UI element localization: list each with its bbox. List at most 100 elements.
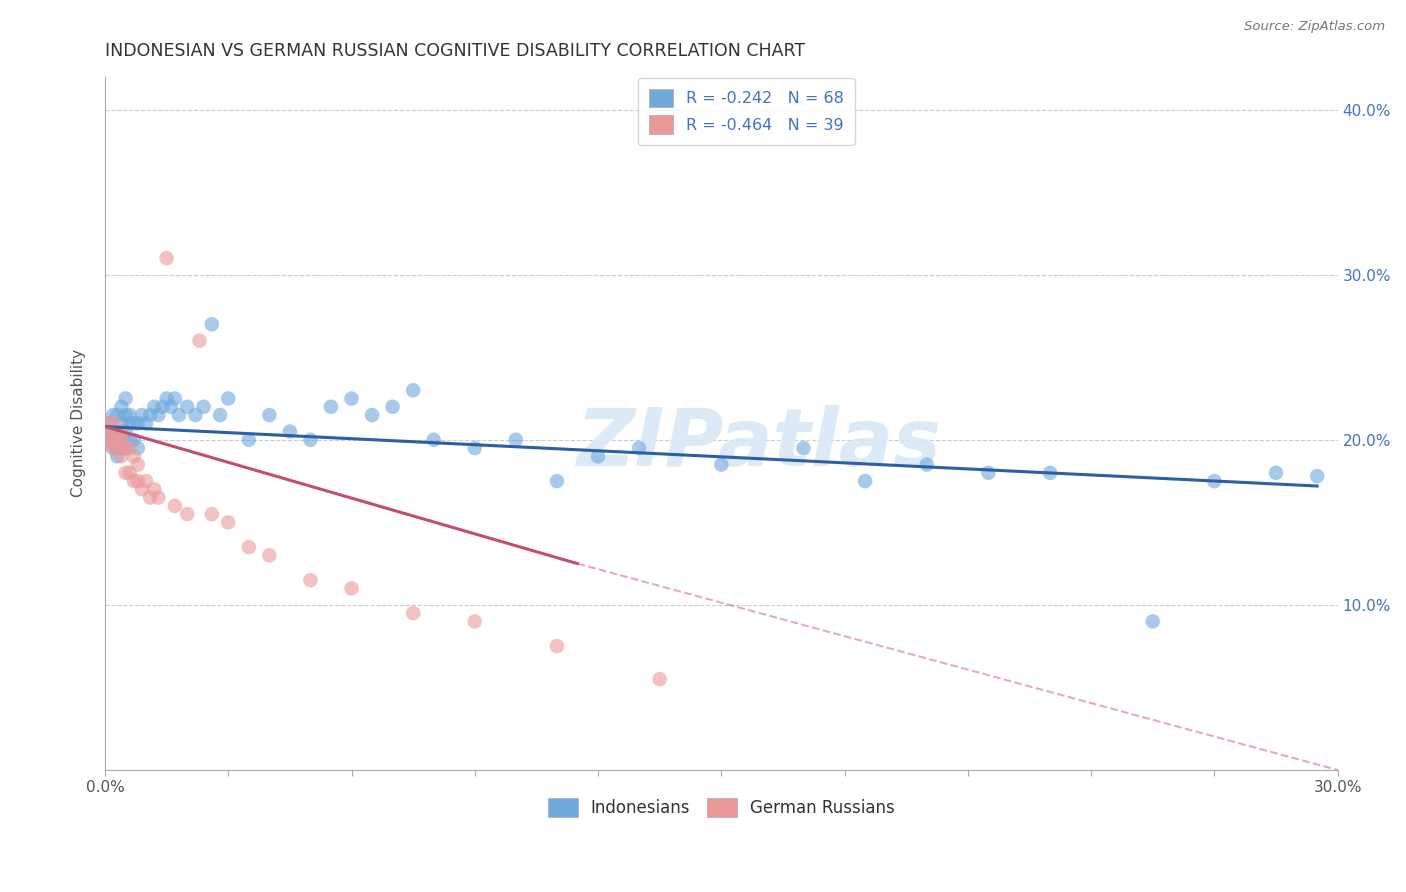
Point bbox=[361, 408, 384, 422]
Point bbox=[1142, 615, 1164, 629]
Point bbox=[105, 441, 128, 455]
Point bbox=[122, 417, 145, 431]
Point bbox=[184, 408, 207, 422]
Point bbox=[118, 466, 141, 480]
Point bbox=[208, 408, 231, 422]
Point bbox=[1204, 474, 1226, 488]
Point bbox=[148, 408, 170, 422]
Y-axis label: Cognitive Disability: Cognitive Disability bbox=[72, 350, 86, 498]
Point bbox=[98, 433, 121, 447]
Point bbox=[163, 499, 186, 513]
Point bbox=[98, 433, 121, 447]
Point bbox=[977, 466, 1000, 480]
Point bbox=[1039, 466, 1062, 480]
Point bbox=[135, 474, 157, 488]
Point bbox=[118, 408, 141, 422]
Point bbox=[381, 400, 404, 414]
Point bbox=[114, 466, 136, 480]
Point bbox=[586, 450, 609, 464]
Point bbox=[143, 483, 166, 497]
Point bbox=[217, 516, 239, 530]
Point bbox=[139, 491, 162, 505]
Point bbox=[105, 433, 128, 447]
Point bbox=[105, 408, 128, 422]
Point bbox=[259, 408, 281, 422]
Point bbox=[188, 334, 211, 348]
Point bbox=[118, 441, 141, 455]
Point bbox=[122, 433, 145, 447]
Point bbox=[167, 408, 190, 422]
Point bbox=[299, 573, 322, 587]
Point bbox=[201, 507, 224, 521]
Point bbox=[299, 433, 322, 447]
Point bbox=[103, 408, 125, 422]
Point bbox=[114, 425, 136, 439]
Point bbox=[110, 400, 132, 414]
Point bbox=[114, 392, 136, 406]
Point bbox=[402, 606, 425, 620]
Point bbox=[114, 441, 136, 455]
Point bbox=[148, 491, 170, 505]
Point bbox=[110, 450, 132, 464]
Point bbox=[546, 639, 568, 653]
Text: Source: ZipAtlas.com: Source: ZipAtlas.com bbox=[1244, 20, 1385, 33]
Point bbox=[143, 400, 166, 414]
Point bbox=[853, 474, 876, 488]
Point bbox=[103, 417, 125, 431]
Point bbox=[238, 433, 260, 447]
Point bbox=[319, 400, 342, 414]
Point bbox=[103, 433, 125, 447]
Point bbox=[103, 441, 125, 455]
Point bbox=[122, 450, 145, 464]
Point bbox=[105, 450, 128, 464]
Point bbox=[127, 441, 149, 455]
Point bbox=[340, 392, 363, 406]
Point bbox=[118, 433, 141, 447]
Point bbox=[114, 441, 136, 455]
Point bbox=[118, 417, 141, 431]
Text: ZIPatlas: ZIPatlas bbox=[576, 405, 941, 483]
Point bbox=[710, 458, 733, 472]
Point bbox=[127, 458, 149, 472]
Point bbox=[156, 251, 179, 265]
Point bbox=[156, 392, 179, 406]
Point bbox=[217, 392, 239, 406]
Point bbox=[402, 384, 425, 398]
Point bbox=[114, 408, 136, 422]
Point bbox=[648, 672, 671, 686]
Point bbox=[103, 433, 125, 447]
Point bbox=[105, 425, 128, 439]
Point bbox=[105, 433, 128, 447]
Point bbox=[110, 433, 132, 447]
Point bbox=[139, 408, 162, 422]
Point bbox=[131, 483, 153, 497]
Point bbox=[238, 540, 260, 554]
Point bbox=[176, 400, 198, 414]
Point bbox=[464, 615, 486, 629]
Point bbox=[105, 441, 128, 455]
Point bbox=[98, 417, 121, 431]
Point bbox=[505, 433, 527, 447]
Point bbox=[98, 417, 121, 431]
Legend: Indonesians, German Russians: Indonesians, German Russians bbox=[541, 791, 901, 824]
Point bbox=[1265, 466, 1288, 480]
Point bbox=[103, 425, 125, 439]
Point bbox=[176, 507, 198, 521]
Point bbox=[122, 474, 145, 488]
Point bbox=[340, 582, 363, 596]
Point bbox=[259, 549, 281, 563]
Point bbox=[546, 474, 568, 488]
Point bbox=[422, 433, 444, 447]
Point bbox=[628, 441, 651, 455]
Point bbox=[464, 441, 486, 455]
Point bbox=[110, 417, 132, 431]
Point bbox=[152, 400, 174, 414]
Point bbox=[1306, 469, 1329, 483]
Point bbox=[127, 474, 149, 488]
Point bbox=[792, 441, 814, 455]
Point bbox=[98, 425, 121, 439]
Point bbox=[110, 433, 132, 447]
Point bbox=[135, 417, 157, 431]
Point bbox=[163, 392, 186, 406]
Point bbox=[201, 317, 224, 331]
